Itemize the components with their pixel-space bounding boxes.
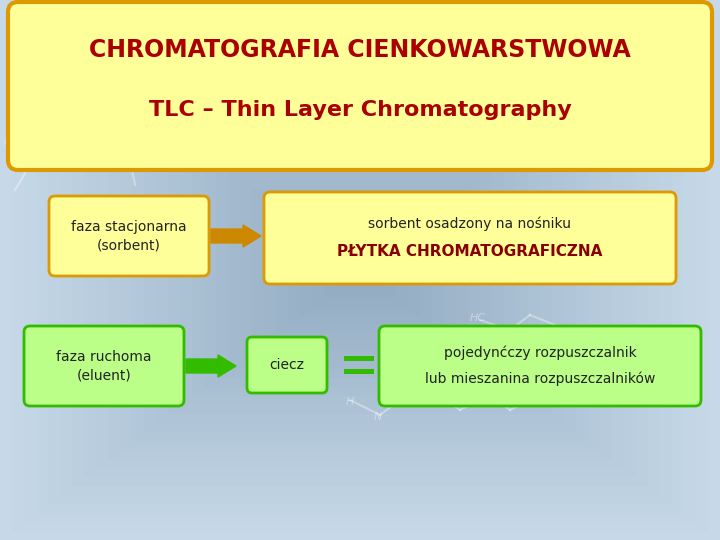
Bar — [60, 45, 660, 495]
Bar — [132, 99, 588, 441]
Bar — [168, 126, 552, 414]
Text: C: C — [8, 103, 16, 113]
Bar — [264, 198, 456, 342]
Bar — [48, 36, 672, 504]
Text: H: H — [561, 78, 570, 88]
Text: lub mieszanina rozpuszczalników: lub mieszanina rozpuszczalników — [425, 372, 655, 386]
Bar — [348, 261, 372, 279]
FancyBboxPatch shape — [49, 196, 209, 276]
Text: faza stacjonarna
(sorbent): faza stacjonarna (sorbent) — [71, 220, 186, 252]
Text: H: H — [51, 53, 59, 63]
Bar — [216, 162, 504, 378]
Text: pojedynćczy rozpuszczalnik: pojedynćczy rozpuszczalnik — [444, 346, 636, 360]
Bar — [156, 117, 564, 423]
Bar — [96, 72, 624, 468]
FancyBboxPatch shape — [247, 337, 327, 393]
Bar — [344, 356, 374, 361]
Bar — [192, 144, 528, 396]
Bar — [228, 171, 492, 369]
Text: PŁYTKA CHROMATOGRAFICZNA: PŁYTKA CHROMATOGRAFICZNA — [337, 245, 603, 260]
Text: H: H — [533, 87, 541, 97]
Text: HC: HC — [470, 313, 486, 323]
Bar — [300, 225, 420, 315]
Text: D: D — [24, 162, 32, 172]
FancyArrow shape — [211, 225, 261, 247]
Text: C: C — [696, 107, 704, 117]
Text: H: H — [416, 358, 424, 368]
Text: N: N — [374, 412, 382, 422]
Text: H: H — [345, 53, 354, 63]
Bar — [240, 180, 480, 360]
Bar — [344, 369, 374, 374]
FancyBboxPatch shape — [264, 192, 676, 284]
Bar — [288, 216, 432, 324]
Bar — [108, 81, 612, 459]
Text: faza ruchoma
(eluent): faza ruchoma (eluent) — [56, 350, 152, 382]
Text: sorbent osadzony na nośniku: sorbent osadzony na nośniku — [369, 217, 572, 231]
Text: TLC – Thin Layer Chromatography: TLC – Thin Layer Chromatography — [148, 100, 572, 120]
Bar — [276, 207, 444, 333]
Bar — [180, 135, 540, 405]
Text: ciecz: ciecz — [269, 358, 305, 372]
FancyBboxPatch shape — [8, 2, 712, 170]
Bar — [72, 54, 648, 486]
Bar — [312, 234, 408, 306]
Text: CHROMATOGRAFIA CIENKOWARSTWOWA: CHROMATOGRAFIA CIENKOWARSTWOWA — [89, 38, 631, 62]
FancyBboxPatch shape — [24, 326, 184, 406]
Bar — [336, 252, 384, 288]
Bar — [324, 243, 396, 297]
FancyBboxPatch shape — [379, 326, 701, 406]
Bar — [204, 153, 516, 387]
Text: H: H — [98, 133, 106, 143]
Bar — [84, 63, 636, 477]
Text: H: H — [346, 397, 354, 407]
Text: H: H — [686, 73, 694, 83]
Bar — [252, 189, 468, 351]
Bar — [120, 90, 600, 450]
FancyArrow shape — [186, 355, 236, 377]
Text: N: N — [4, 137, 12, 147]
Bar — [144, 108, 576, 432]
